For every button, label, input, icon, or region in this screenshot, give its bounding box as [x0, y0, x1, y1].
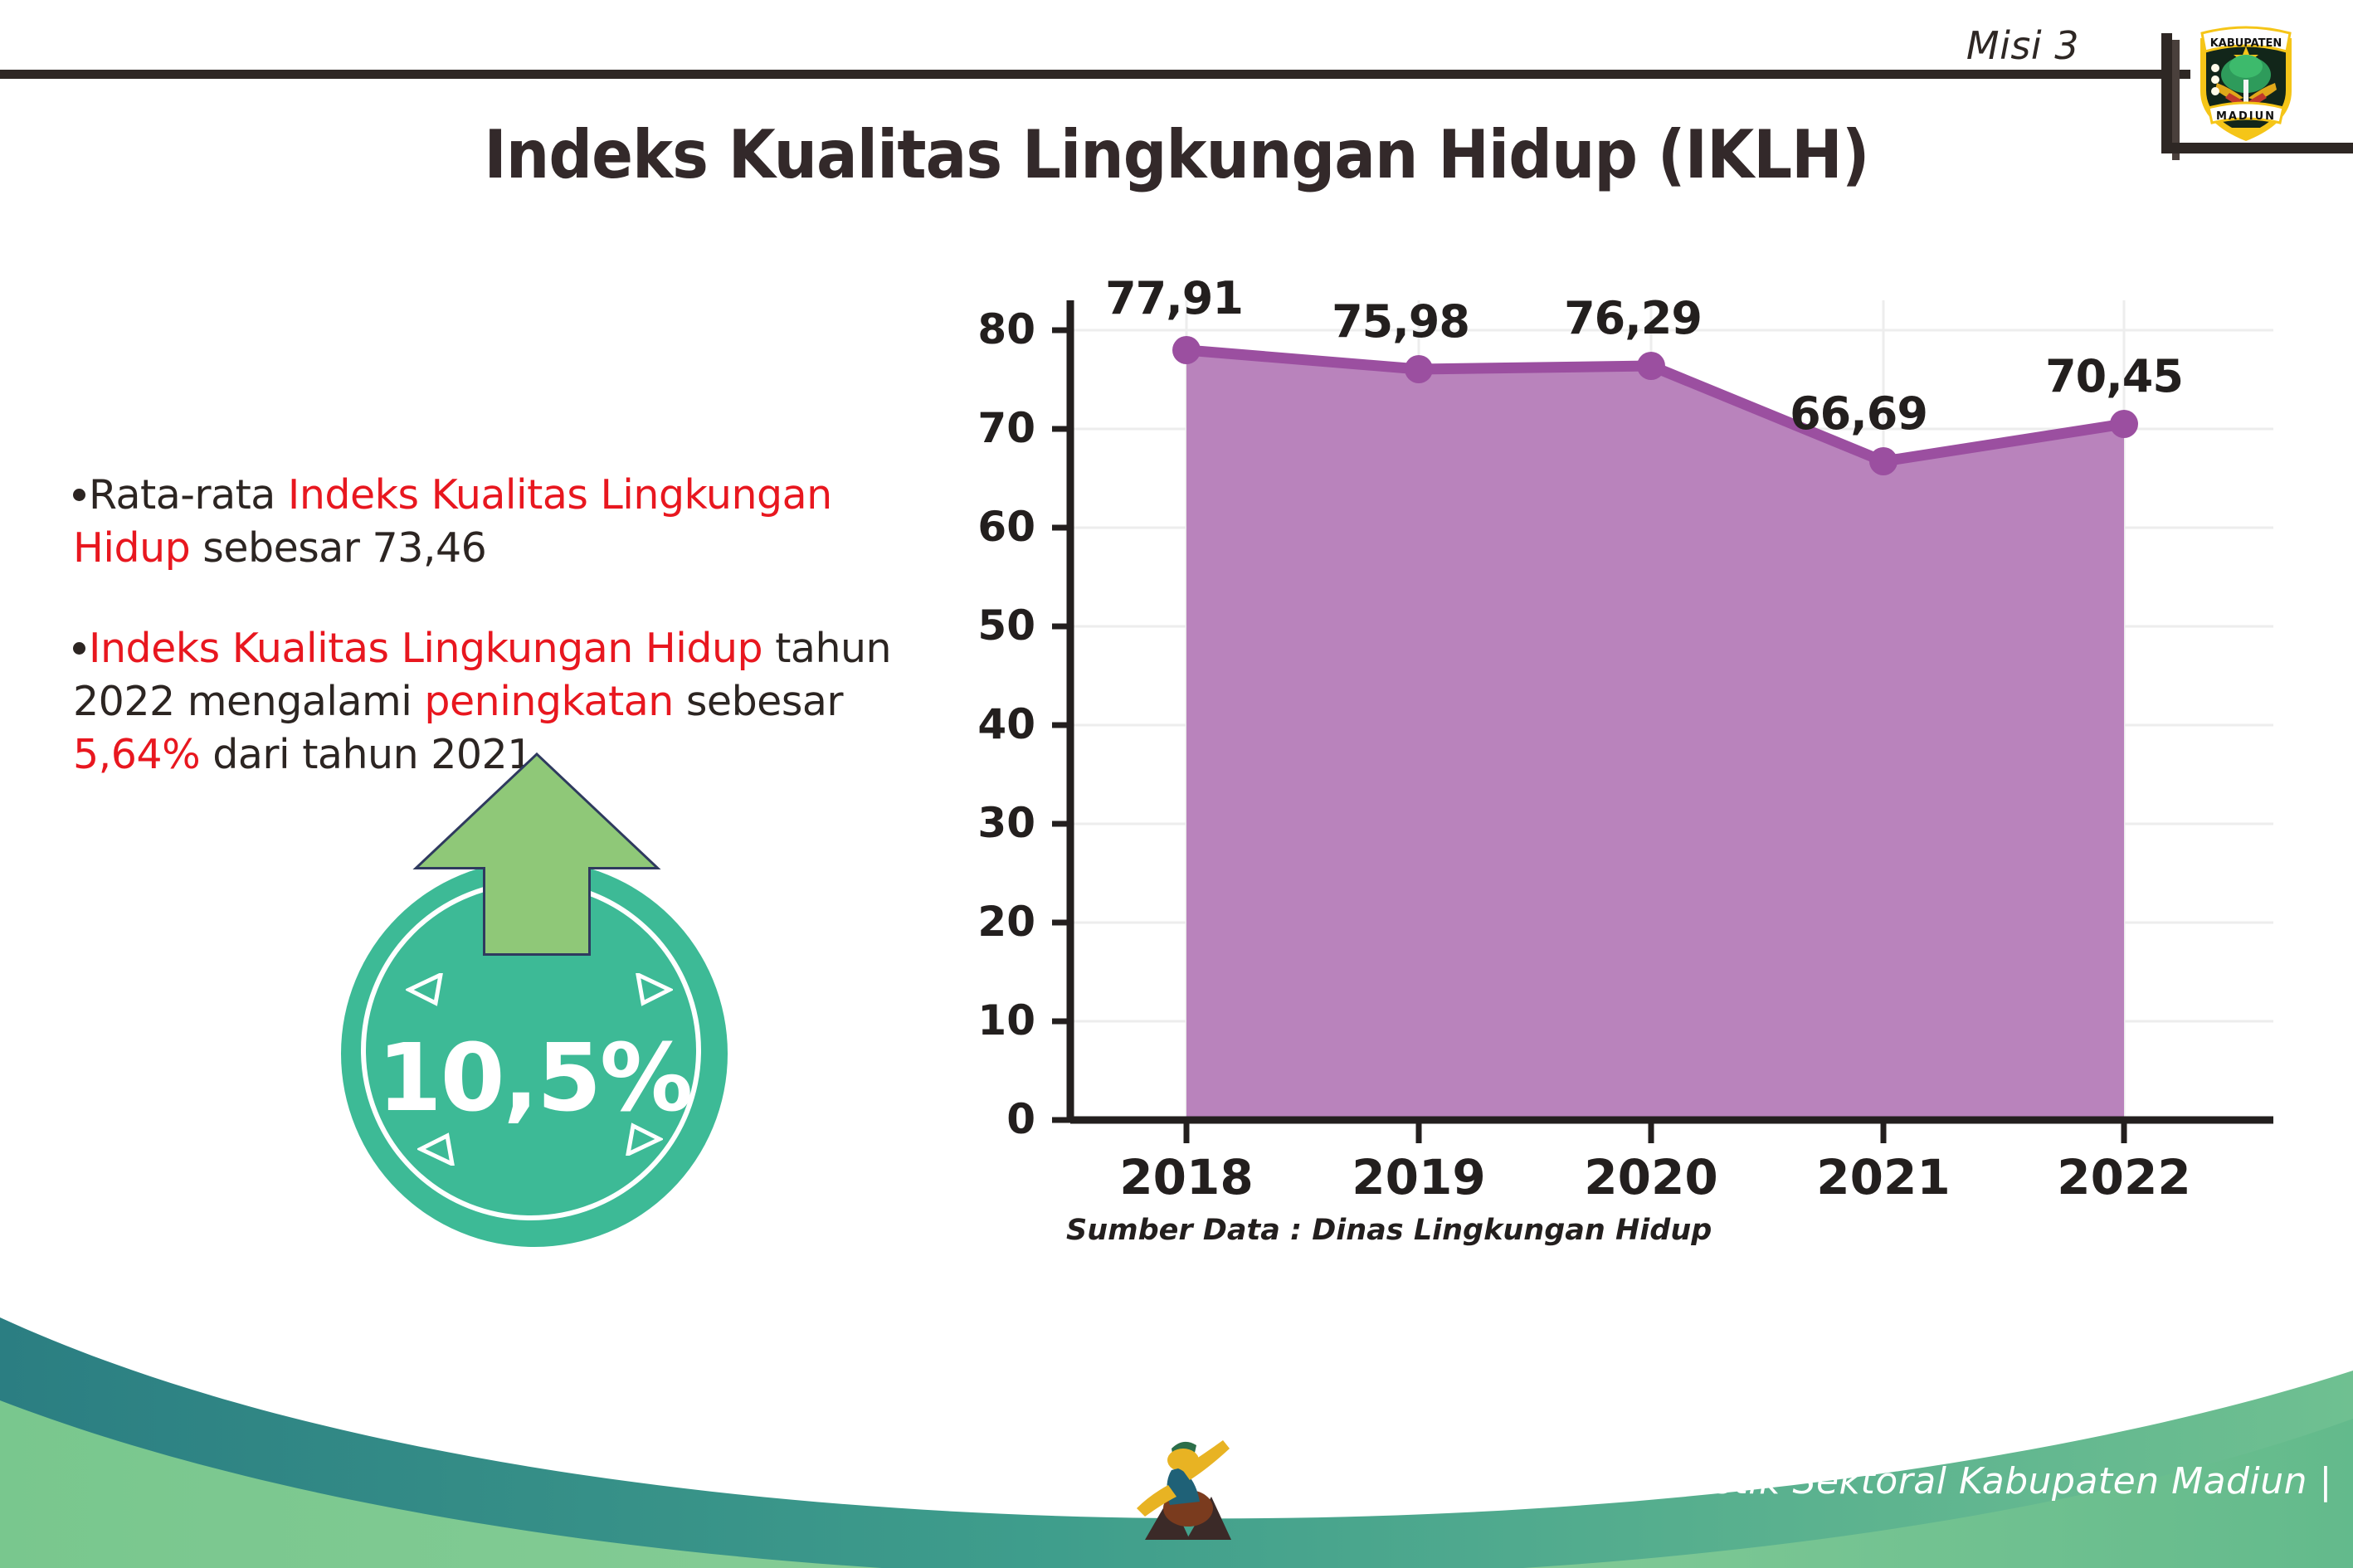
bullet-1-seg-2: sebesar 73,46	[190, 523, 487, 572]
y-tick-label-80: 80	[977, 305, 1035, 353]
badge-value: 10,5%	[377, 1025, 694, 1132]
bullet-2-seg-5: dari tahun 2021	[200, 730, 533, 778]
footer-wave-decoration	[0, 1317, 2353, 1568]
chart-canvas	[1052, 300, 2273, 1143]
y-tick-label-60: 60	[977, 503, 1035, 551]
bullet-1-seg-1: Indeks Kualitas Lingkungan Hidup	[73, 471, 832, 572]
bullet-2-seg-2: peningkatan	[424, 678, 674, 726]
y-tick-label-20: 20	[977, 898, 1035, 946]
y-tick-label-40: 40	[977, 700, 1035, 748]
y-tick-label-0: 0	[1006, 1095, 1035, 1143]
area-fill	[1186, 350, 2124, 1120]
summary-bullets: Rata-rata Indeks Kualitas Lingkungan Hid…	[73, 469, 952, 829]
y-axis-ticks	[1052, 327, 1070, 1123]
header-bracket-vertical	[2161, 33, 2180, 160]
bullet-2-seg-1: tahun 2022 mengalami	[73, 625, 892, 726]
kabupaten-madiun-crest-icon: KABUPATEN MADIUN	[2200, 26, 2292, 141]
x-tick-label-2022: 2022	[2057, 1149, 2191, 1205]
footer-text: Media Infografis Data Statistik Sektoral…	[1215, 1460, 2332, 1502]
svg-text:KABUPATEN: KABUPATEN	[2210, 37, 2282, 50]
data-label-2022: 70,45	[2045, 350, 2184, 402]
data-label-2019: 75,98	[1332, 295, 1470, 348]
bullet-item-1: Rata-rata Indeks Kualitas Lingkungan Hid…	[73, 469, 952, 574]
x-tick-label-2020: 2020	[1584, 1149, 1718, 1205]
badge-tick-bottom-left-icon	[417, 1132, 455, 1166]
data-label-2020: 76,29	[1564, 292, 1703, 344]
data-label-2021: 66,69	[1790, 387, 1928, 440]
bullet-dot-icon	[73, 642, 85, 655]
y-tick-label-10: 10	[977, 996, 1035, 1045]
up-arrow-icon	[412, 752, 661, 956]
svg-text:MADIUN: MADIUN	[2216, 110, 2276, 123]
data-label-2018: 77,91	[1105, 272, 1244, 324]
page-title: Indeks Kualitas Lingkungan Hidup (IKLH)	[484, 116, 1869, 193]
iklh-area-chart: 0 10 20 30 40 50 60 70 80 2018 2019 2020…	[977, 272, 2273, 1205]
misi-label: Misi 3	[1966, 23, 2079, 68]
data-markers	[1172, 336, 2138, 475]
badge-tick-bottom-right-icon	[626, 1122, 663, 1156]
x-axis-ticks	[1183, 1120, 2127, 1143]
badge-tick-top-right-icon	[636, 973, 673, 1006]
bullet-2-seg-3: sebesar	[673, 678, 844, 726]
bullet-2-seg-4: 5,64%	[73, 730, 201, 778]
header-rule	[0, 70, 2190, 79]
bullet-1-seg-0: Rata-rata	[89, 471, 288, 519]
x-tick-label-2019: 2019	[1352, 1149, 1486, 1205]
y-tick-label-30: 30	[977, 799, 1035, 847]
y-tick-label-70: 70	[977, 404, 1035, 452]
y-tick-label-50: 50	[977, 601, 1035, 650]
source-note: Sumber Data : Dinas Lingkungan Hidup	[1066, 1214, 1712, 1247]
growth-badge: 10,5%	[326, 751, 758, 1247]
media-infografis-figure-icon	[1137, 1440, 1231, 1540]
bullet-2-seg-0: Indeks Kualitas Lingkungan Hidup	[89, 625, 763, 673]
header-bracket-horizontal	[2161, 143, 2353, 153]
bullet-dot-icon	[73, 489, 85, 501]
bullet-item-2: Indeks Kualitas Lingkungan Hidup tahun 2…	[73, 622, 952, 781]
x-tick-label-2018: 2018	[1119, 1149, 1254, 1205]
badge-tick-top-left-icon	[406, 973, 443, 1006]
x-tick-label-2021: 2021	[1816, 1149, 1951, 1205]
